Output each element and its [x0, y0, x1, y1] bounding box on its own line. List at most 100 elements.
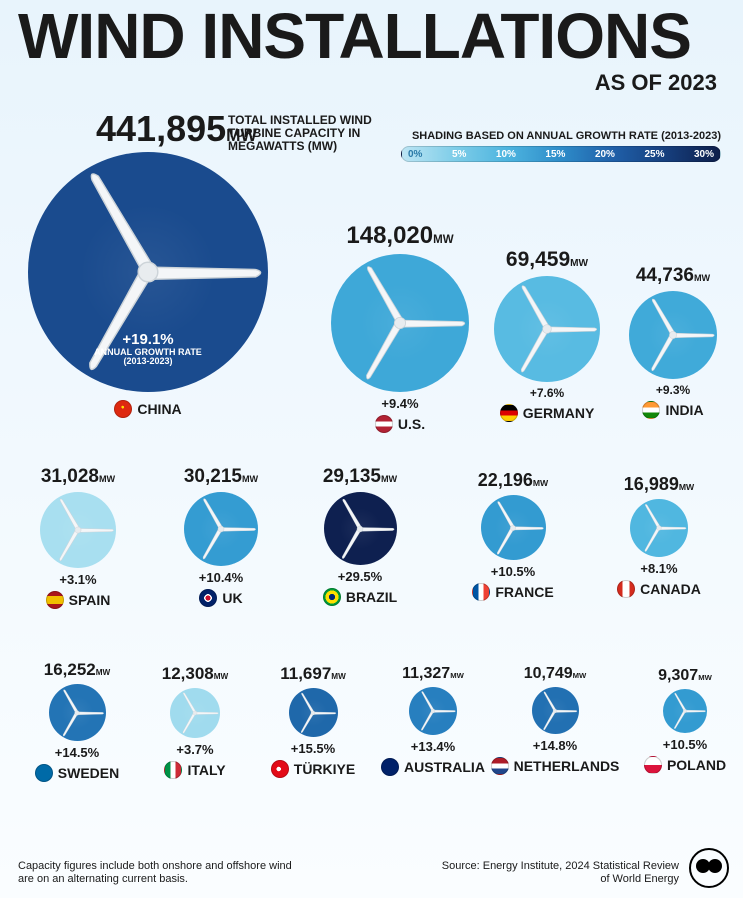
country-label: CANADA: [604, 580, 714, 598]
country-sweden: 16,252MW +14.5%SWEDEN: [22, 660, 132, 782]
growth-rate: +3.1%: [23, 572, 133, 587]
country-netherlands: 10,749MW +14.8% NETHERLANDS: [500, 665, 610, 775]
country-label: GERMANY: [492, 404, 602, 422]
capacity-unit: MW: [214, 672, 229, 681]
turbine-icon: +19.1%ANNUAL GROWTH RATE(2013-2023): [28, 152, 268, 392]
turbine-icon: [481, 495, 546, 560]
capacity-value: 22,196MW: [458, 470, 568, 491]
flag-icon: [644, 756, 662, 774]
country-label: BRAZIL: [305, 588, 415, 606]
flag-icon: [114, 400, 132, 418]
capacity-value: 31,028MW: [23, 466, 133, 488]
country-china: 441,895MW +19.1%ANNUAL GROWTH RATE(2013-…: [28, 110, 268, 418]
capacity-unit: MW: [96, 668, 111, 677]
turbine-icon: [409, 687, 457, 735]
capacity-unit: MW: [573, 671, 587, 680]
capacity-value: 16,989MW: [604, 474, 714, 495]
turbine-icon: [663, 689, 707, 733]
flag-icon: [164, 761, 182, 779]
turbine-icon: [494, 276, 600, 382]
capacity-unit: MW: [99, 474, 115, 484]
legend-stop: 10%: [496, 149, 516, 160]
growth-rate: +10.5%: [458, 564, 568, 579]
turbine-icon: [629, 291, 717, 379]
turbine-icon: [184, 492, 258, 566]
country-label: SWEDEN: [22, 764, 132, 782]
capacity-number: 30,215: [184, 466, 242, 487]
country-label: CHINA: [28, 400, 268, 418]
capacity-unit: MW: [433, 234, 453, 246]
capacity-unit: MW: [242, 474, 258, 484]
subtitle: AS OF 2023: [595, 70, 717, 96]
legend-stop: 30%: [694, 149, 714, 160]
turbine-icon: [630, 499, 688, 557]
turbine-icon: [331, 254, 469, 392]
flag-icon: [617, 580, 635, 598]
capacity-value: 148,020MW: [331, 222, 469, 250]
capacity-value: 9,307MW: [630, 667, 740, 685]
turbine-icon: [532, 687, 579, 734]
country-name: INDIA: [665, 402, 703, 418]
country-label: TÜRKIYE: [258, 760, 368, 778]
country-name: NETHERLANDS: [514, 758, 620, 774]
flag-icon: [500, 404, 518, 422]
capacity-unit: MW: [679, 482, 694, 492]
country-italy: 12,308MW +3.7%ITALY: [140, 664, 250, 779]
capacity-number: 12,308: [162, 664, 214, 683]
footnote-left: Capacity figures include both onshore an…: [18, 860, 298, 886]
capacity-unit: MW: [331, 672, 346, 681]
growth-rate: +9.3%: [618, 383, 728, 397]
capacity-value: 29,135MW: [305, 466, 415, 488]
capacity-value: 30,215MW: [166, 466, 276, 488]
capacity-unit: MW: [698, 673, 712, 682]
country-label: NETHERLANDS: [500, 757, 610, 775]
capacity-unit: MW: [533, 478, 548, 488]
capacity-unit: MW: [570, 258, 588, 269]
capacity-value: 12,308MW: [140, 664, 250, 684]
flag-icon: [199, 589, 217, 607]
country-name: BRAZIL: [346, 589, 397, 605]
legend-stop: 0%: [408, 149, 422, 160]
country-name: UK: [222, 590, 242, 606]
country-label: UK: [166, 589, 276, 607]
capacity-number: 22,196: [478, 470, 533, 490]
capacity-unit: MW: [381, 474, 397, 484]
growth-rate: +13.4%: [378, 739, 488, 754]
country-france: 22,196MW +10.5%FRANCE: [458, 470, 568, 601]
growth-rate: +9.4%: [331, 396, 469, 411]
turbine-icon: [49, 684, 106, 741]
capacity-value: 11,327MW: [378, 665, 488, 683]
flag-icon: [46, 591, 64, 609]
country-spain: 31,028MW +3.1% SPAIN: [23, 466, 133, 609]
country-name: CANADA: [640, 581, 701, 597]
country-label: POLAND: [630, 756, 740, 774]
turbine-icon: [170, 688, 220, 738]
country-australia: 11,327MW +13.4%AUSTRALIA: [378, 665, 488, 776]
flag-icon: [323, 588, 341, 606]
flag-icon: [472, 583, 490, 601]
capacity-value: 44,736MW: [618, 265, 728, 287]
capacity-unit: MW: [450, 671, 464, 680]
flag-icon: [642, 401, 660, 419]
capacity-value: 11,697MW: [258, 664, 368, 684]
capacity-value: 10,749MW: [500, 665, 610, 683]
flag-icon: [35, 764, 53, 782]
capacity-number: 148,020: [346, 222, 433, 249]
legend-stop: 25%: [644, 149, 664, 160]
country-name: CHINA: [137, 401, 181, 417]
growth-caption: ANNUAL GROWTH RATE(2013-2023): [28, 348, 268, 366]
growth-rate: +8.1%: [604, 561, 714, 576]
legend-stop: 5%: [452, 149, 466, 160]
title-block: WIND INSTALLATIONS AS OF 2023: [18, 8, 725, 66]
country-name: ITALY: [187, 762, 225, 778]
growth-rate: +14.8%: [500, 738, 610, 753]
country-trkiye: 11,697MW +15.5%TÜRKIYE: [258, 664, 368, 778]
country-label: SPAIN: [23, 591, 133, 609]
capacity-number: 11,327: [402, 665, 450, 682]
capacity-number: 31,028: [41, 466, 99, 487]
capacity-number: 441,895: [96, 108, 226, 149]
capacity-number: 16,989: [624, 474, 679, 494]
capacity-unit: MW: [694, 273, 710, 283]
country-label: ITALY: [140, 761, 250, 779]
country-name: POLAND: [667, 757, 726, 773]
